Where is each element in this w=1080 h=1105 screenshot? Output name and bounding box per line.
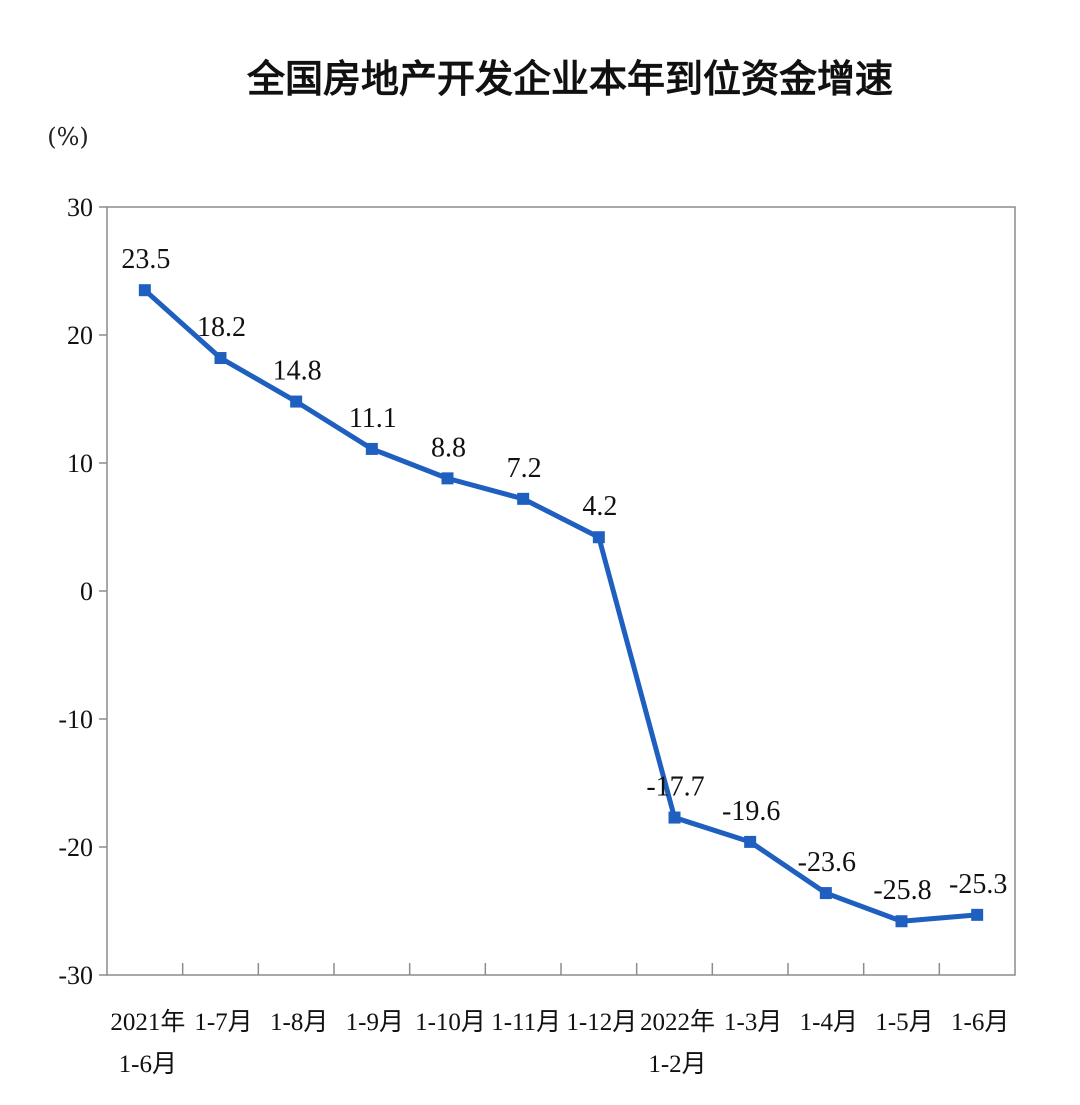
y-axis-unit: (%) [47, 123, 89, 151]
series-layer [138, 284, 984, 928]
y-axis: 30 20 10 0 -10 -20 -30 [58, 193, 107, 990]
data-point-marker [214, 352, 227, 365]
data-point-marker [971, 908, 984, 921]
x-tick-label: 1-11月 [491, 1009, 561, 1036]
y-tick-label: 0 [80, 577, 93, 606]
data-label: 11.1 [349, 403, 397, 434]
data-label: -25.3 [949, 869, 1007, 900]
data-label: 7.2 [507, 453, 542, 484]
y-tick-label: 10 [67, 449, 93, 478]
y-tick-label: 20 [67, 321, 93, 350]
x-axis: 2021年 1-6月 1-7月 1-8月 1-9月 1-10月 1-11月 1-12月 2022… [110, 963, 1009, 1078]
data-label: 23.5 [121, 244, 170, 275]
x-tick-label: 1-4月 [800, 1009, 858, 1036]
series-line [142, 287, 980, 924]
data-labels: 23.5 18.2 14.8 11.1 8.8 7.2 4.2 -17.7 -19.6 -23.6… [121, 244, 1007, 906]
y-tick-label: 30 [67, 193, 93, 222]
x-tick-label: 1-9月 [346, 1009, 404, 1036]
data-point-marker [895, 915, 908, 928]
data-point-marker [138, 284, 151, 297]
data-point-marker [819, 887, 832, 900]
data-label: 4.2 [582, 491, 617, 522]
y-tick-label: -10 [58, 705, 93, 734]
data-point-marker [441, 472, 454, 485]
x-tick-label: 1-6月 [951, 1009, 1009, 1036]
data-point-marker [365, 442, 378, 455]
y-tick-label: -20 [58, 833, 93, 862]
x-tick-label: 2021年 1-6月 [110, 1008, 185, 1078]
data-label: 18.2 [197, 312, 246, 343]
data-point-marker [290, 395, 303, 408]
data-point-marker [744, 835, 757, 848]
data-label: -17.7 [646, 772, 704, 803]
data-point-marker [517, 492, 530, 505]
data-point-marker [668, 811, 681, 824]
data-label: -25.8 [873, 875, 931, 906]
x-tick-label: 1-3月 [724, 1009, 782, 1036]
chart-title: 全国房地产开发企业本年到位资金增速 [246, 57, 893, 101]
y-tick-label: -30 [58, 961, 93, 990]
x-tick-label: 1-12月 [566, 1009, 637, 1036]
data-point-marker [592, 531, 605, 544]
data-label: -19.6 [722, 796, 780, 827]
x-tick-label: 2022年 1-2月 [640, 1008, 715, 1078]
x-tick-label: 1-8月 [270, 1009, 328, 1036]
data-label: 14.8 [273, 356, 322, 387]
x-tick-label: 1-10月 [415, 1009, 486, 1036]
data-label: 8.8 [431, 432, 466, 463]
x-tick-label: 1-7月 [194, 1009, 252, 1036]
data-label: -23.6 [798, 847, 856, 878]
x-tick-label: 1-5月 [875, 1009, 933, 1036]
